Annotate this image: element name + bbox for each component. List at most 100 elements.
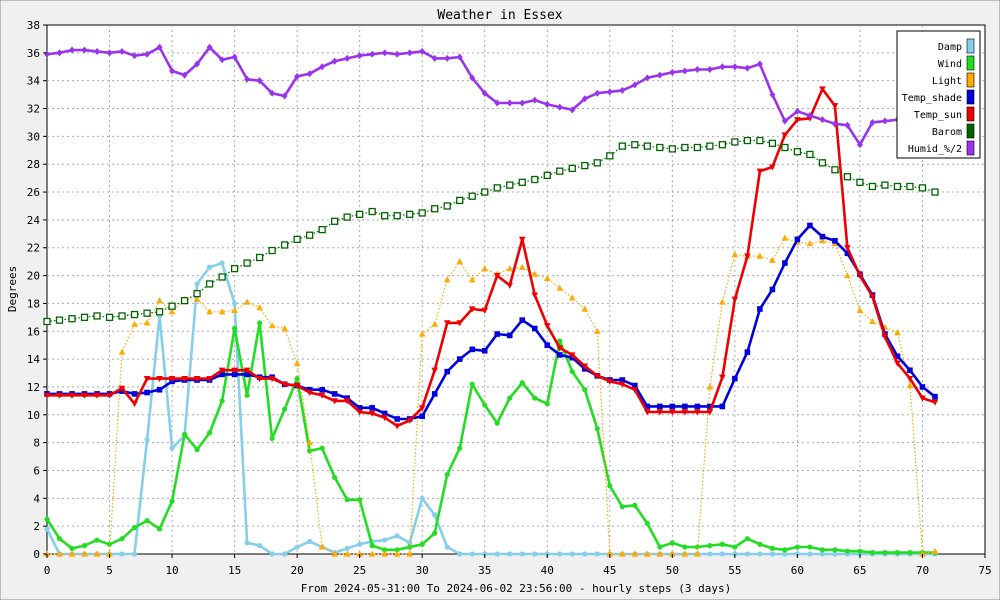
data-point-wind bbox=[257, 320, 263, 326]
data-point-temp-shade bbox=[419, 413, 425, 419]
data-point-damp bbox=[232, 300, 238, 307]
data-point-wind bbox=[56, 536, 63, 542]
data-point-light bbox=[268, 322, 276, 329]
data-point-damp bbox=[594, 551, 600, 557]
y-tick-label: 18 bbox=[27, 297, 40, 310]
data-point-humid-2 bbox=[506, 99, 513, 107]
data-point-barom bbox=[431, 205, 439, 213]
data-point-humid-2 bbox=[569, 106, 576, 114]
data-point-wind bbox=[757, 541, 763, 547]
data-point-wind bbox=[769, 545, 775, 552]
legend-swatch bbox=[966, 123, 975, 139]
data-point-wind bbox=[206, 430, 213, 436]
data-point-light bbox=[306, 439, 313, 446]
data-point-damp bbox=[169, 445, 175, 451]
data-point-light bbox=[356, 550, 363, 557]
data-point-light bbox=[206, 308, 213, 315]
data-point-humid-2 bbox=[531, 96, 538, 104]
data-point-damp bbox=[519, 551, 525, 557]
data-point-light bbox=[543, 274, 551, 281]
data-point-barom bbox=[143, 309, 151, 317]
data-point-humid-2 bbox=[844, 121, 851, 129]
data-point-light bbox=[481, 265, 489, 272]
data-point-temp-sun bbox=[694, 409, 701, 416]
data-point-temp-shade bbox=[719, 403, 726, 410]
data-point-wind bbox=[394, 547, 400, 553]
legend-label: Temp_shade bbox=[902, 93, 962, 104]
data-point-temp-shade bbox=[331, 391, 338, 397]
data-point-barom bbox=[356, 210, 364, 218]
data-point-barom bbox=[856, 178, 864, 186]
data-point-damp bbox=[507, 551, 513, 557]
data-point-light bbox=[131, 320, 138, 327]
chart-title: Weather in Essex bbox=[437, 8, 562, 23]
data-point-temp-shade bbox=[794, 236, 801, 243]
data-point-humid-2 bbox=[69, 46, 76, 54]
data-point-barom bbox=[443, 202, 451, 210]
data-point-temp-sun bbox=[781, 132, 789, 139]
data-point-humid-2 bbox=[869, 118, 876, 126]
data-point-barom bbox=[743, 136, 752, 145]
data-point-barom bbox=[243, 259, 251, 267]
series-layer bbox=[43, 43, 939, 557]
data-point-barom bbox=[831, 166, 839, 174]
data-point-barom bbox=[130, 310, 139, 319]
data-point-temp-shade bbox=[657, 403, 663, 410]
data-point-wind bbox=[644, 520, 650, 526]
data-point-temp-sun bbox=[619, 381, 626, 388]
data-point-humid-2 bbox=[331, 57, 338, 65]
data-point-temp-shade bbox=[807, 222, 813, 229]
data-point-temp-sun bbox=[731, 296, 739, 303]
data-point-light bbox=[218, 308, 226, 315]
data-point-temp-shade bbox=[219, 371, 225, 378]
data-point-damp bbox=[194, 281, 200, 287]
data-point-humid-2 bbox=[644, 74, 651, 82]
data-point-damp bbox=[219, 260, 225, 266]
data-point-temp-sun bbox=[631, 387, 639, 394]
data-point-barom bbox=[218, 273, 226, 281]
y-tick-label: 20 bbox=[27, 270, 40, 283]
data-point-temp-shade bbox=[769, 286, 776, 293]
data-point-damp bbox=[257, 543, 263, 549]
data-point-wind bbox=[894, 550, 901, 556]
data-point-barom bbox=[556, 167, 564, 175]
data-point-temp-shade bbox=[694, 403, 701, 410]
data-point-temp-sun bbox=[306, 389, 313, 397]
data-point-barom bbox=[568, 164, 576, 173]
data-point-temp-sun bbox=[719, 374, 726, 381]
data-point-damp bbox=[494, 551, 500, 557]
data-point-barom bbox=[80, 313, 89, 321]
data-point-light bbox=[93, 550, 101, 557]
data-point-temp-sun bbox=[218, 367, 226, 374]
data-point-wind bbox=[357, 497, 363, 503]
data-point-damp bbox=[432, 512, 438, 518]
data-point-barom bbox=[43, 317, 51, 326]
data-point-humid-2 bbox=[356, 52, 363, 60]
data-point-humid-2 bbox=[156, 43, 163, 51]
data-point-light bbox=[468, 276, 476, 283]
data-point-barom bbox=[631, 141, 639, 149]
data-point-temp-shade bbox=[632, 382, 638, 389]
data-point-humid-2 bbox=[256, 77, 263, 85]
data-point-temp-sun bbox=[331, 398, 338, 405]
data-point-humid-2 bbox=[769, 91, 776, 99]
data-point-temp-sun bbox=[894, 360, 901, 367]
x-tick-label: 45 bbox=[603, 564, 616, 577]
data-point-humid-2 bbox=[706, 66, 713, 74]
data-point-humid-2 bbox=[269, 89, 276, 97]
data-point-temp-sun bbox=[381, 414, 388, 422]
data-point-light bbox=[706, 383, 714, 390]
x-tick-label: 35 bbox=[478, 564, 491, 577]
series-line-light bbox=[47, 237, 936, 555]
data-point-damp bbox=[582, 551, 588, 557]
data-point-light bbox=[456, 258, 464, 265]
x-tick-label: 5 bbox=[106, 564, 113, 577]
data-point-barom bbox=[368, 207, 376, 216]
data-point-barom bbox=[193, 290, 201, 298]
data-point-wind bbox=[144, 517, 150, 524]
data-point-light bbox=[56, 550, 63, 557]
data-point-damp bbox=[419, 495, 425, 501]
data-point-wind bbox=[669, 540, 675, 546]
data-point-barom bbox=[706, 142, 714, 150]
